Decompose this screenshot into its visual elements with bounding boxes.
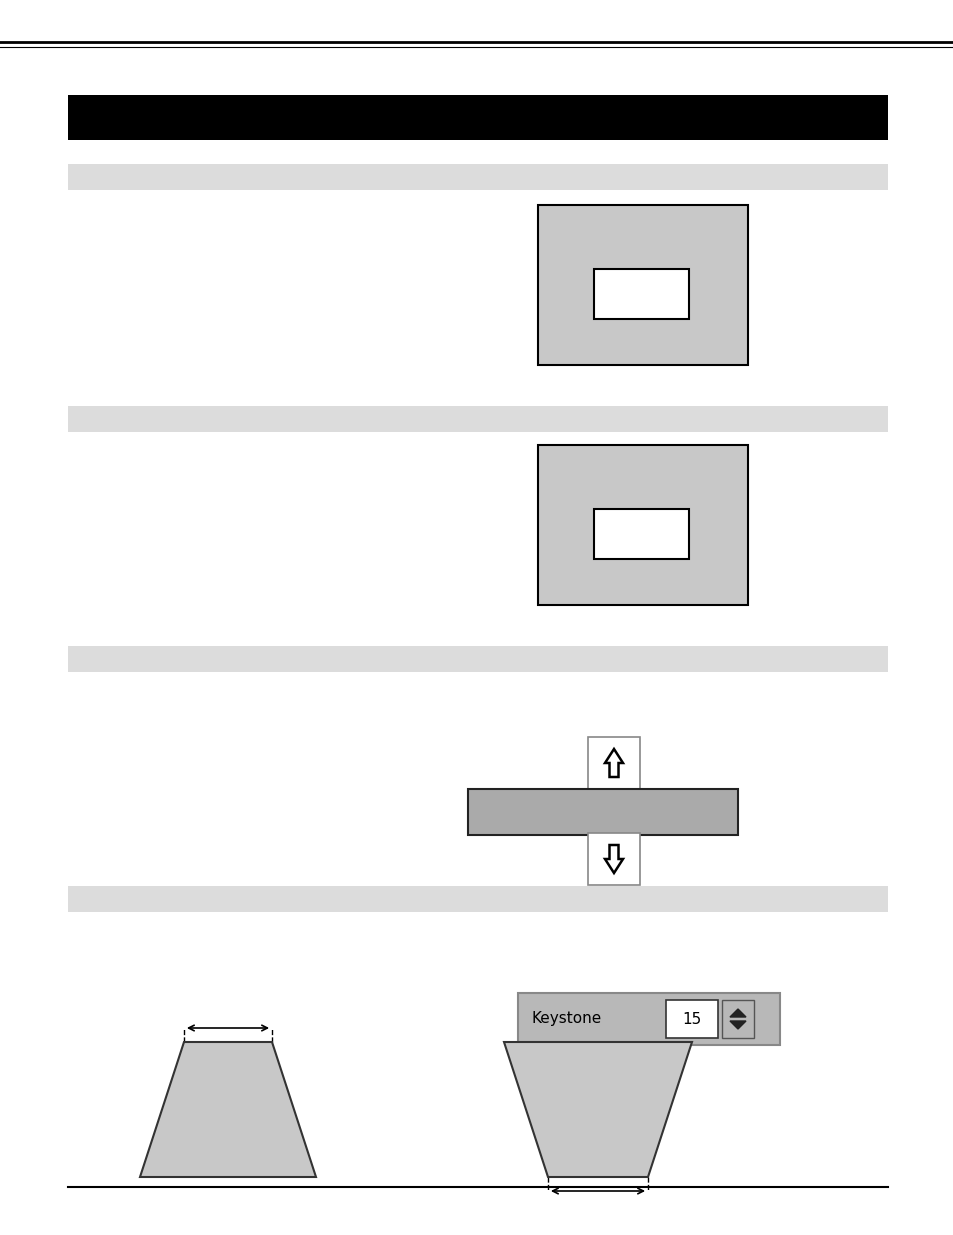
Polygon shape — [729, 1009, 745, 1016]
Bar — [594, 269, 688, 319]
Polygon shape — [140, 1042, 315, 1177]
Bar — [68, 95, 887, 140]
Bar — [665, 1000, 718, 1037]
Polygon shape — [729, 1021, 745, 1029]
Polygon shape — [503, 1042, 691, 1177]
Bar — [68, 164, 887, 190]
Bar — [537, 205, 747, 366]
Text: 15: 15 — [681, 1011, 700, 1026]
Bar — [537, 445, 747, 605]
Bar — [68, 885, 887, 911]
Bar — [468, 789, 738, 835]
Bar — [587, 832, 639, 885]
Bar — [517, 993, 780, 1045]
Bar — [587, 737, 639, 789]
Bar — [594, 509, 688, 559]
Bar — [68, 406, 887, 432]
Text: Keystone: Keystone — [532, 1011, 601, 1026]
Bar — [721, 1000, 753, 1037]
Bar — [68, 646, 887, 672]
